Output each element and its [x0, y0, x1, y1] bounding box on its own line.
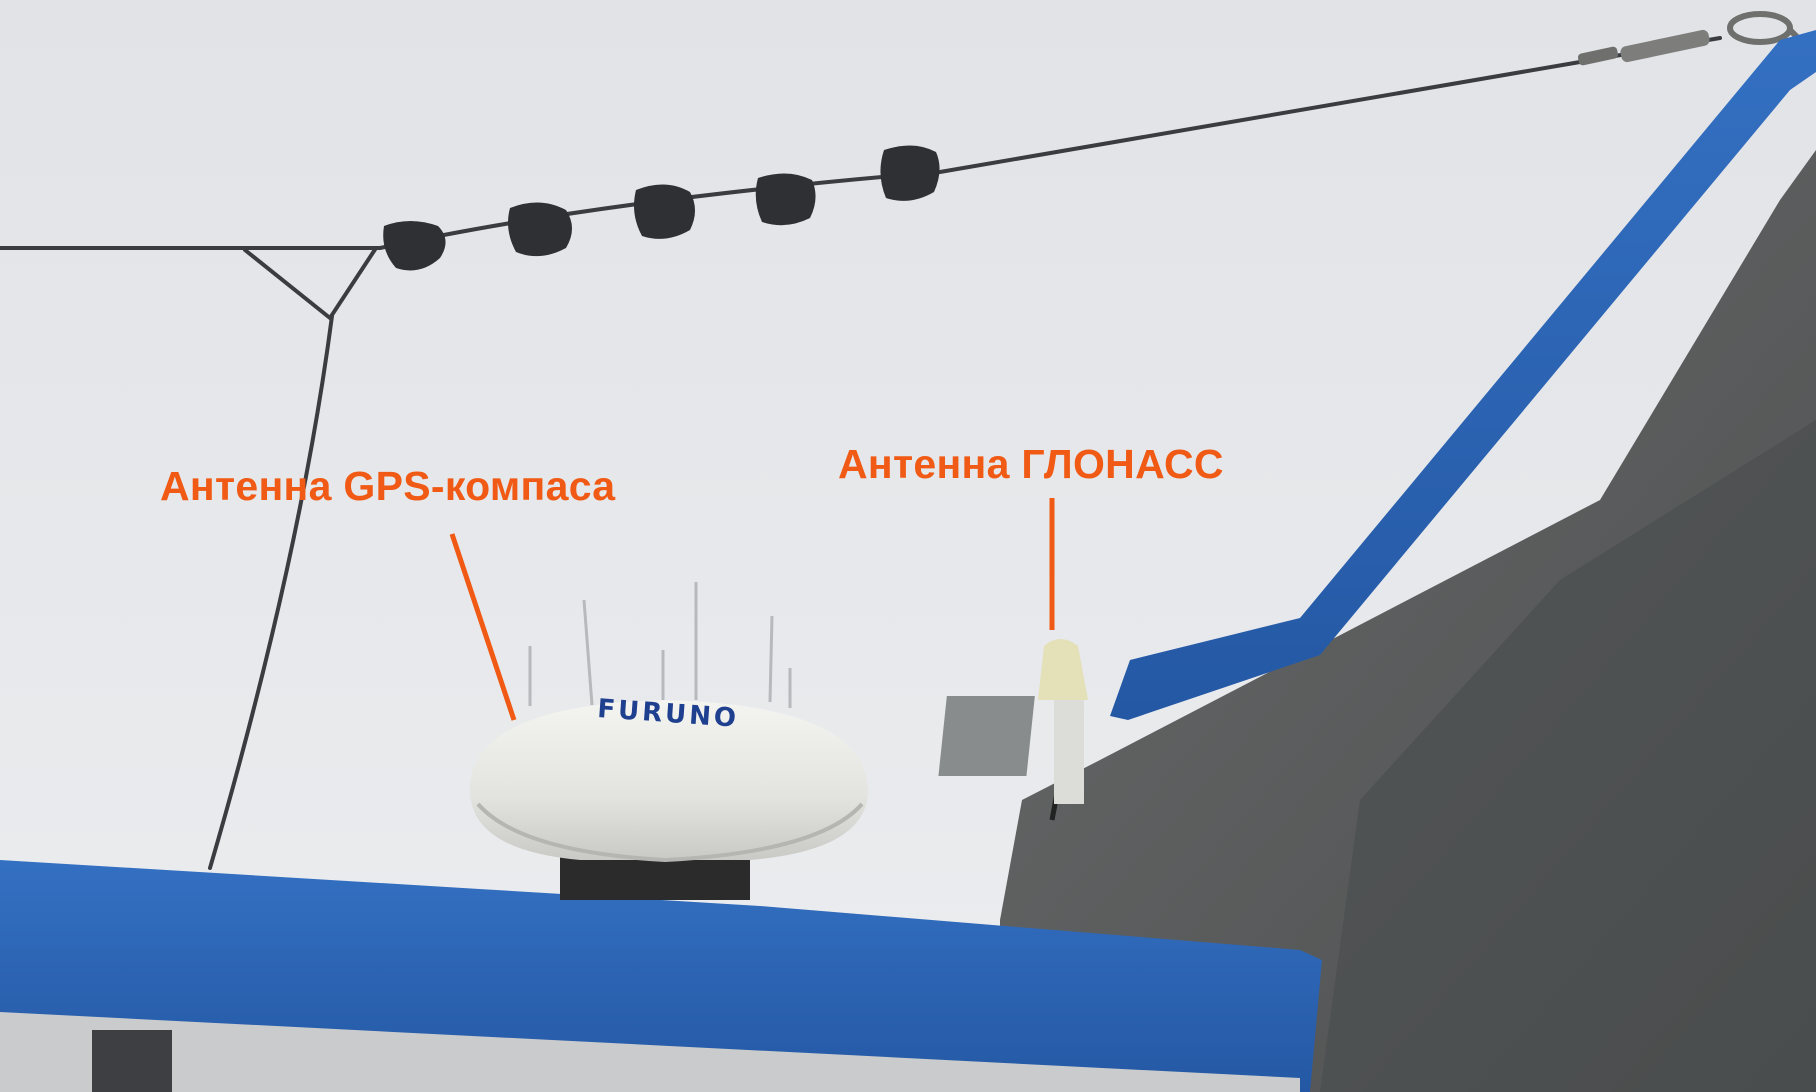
glonass-antenna-label: Антенна ГЛОНАСС — [838, 441, 1224, 487]
gps-compass-antenna: FURUNO — [470, 582, 868, 900]
wire-insulators — [383, 145, 940, 271]
deckhouse-window — [92, 1030, 172, 1092]
ship-superstructure-shadow — [1320, 420, 1816, 1092]
blue-trim-stripe — [1110, 30, 1816, 720]
glonass-antenna — [938, 639, 1088, 821]
gps-compass-antenna-label: Антенна GPS-компаса — [160, 463, 616, 509]
deckhouse-front — [0, 1012, 1300, 1092]
gps-label-pointer — [449, 533, 517, 721]
